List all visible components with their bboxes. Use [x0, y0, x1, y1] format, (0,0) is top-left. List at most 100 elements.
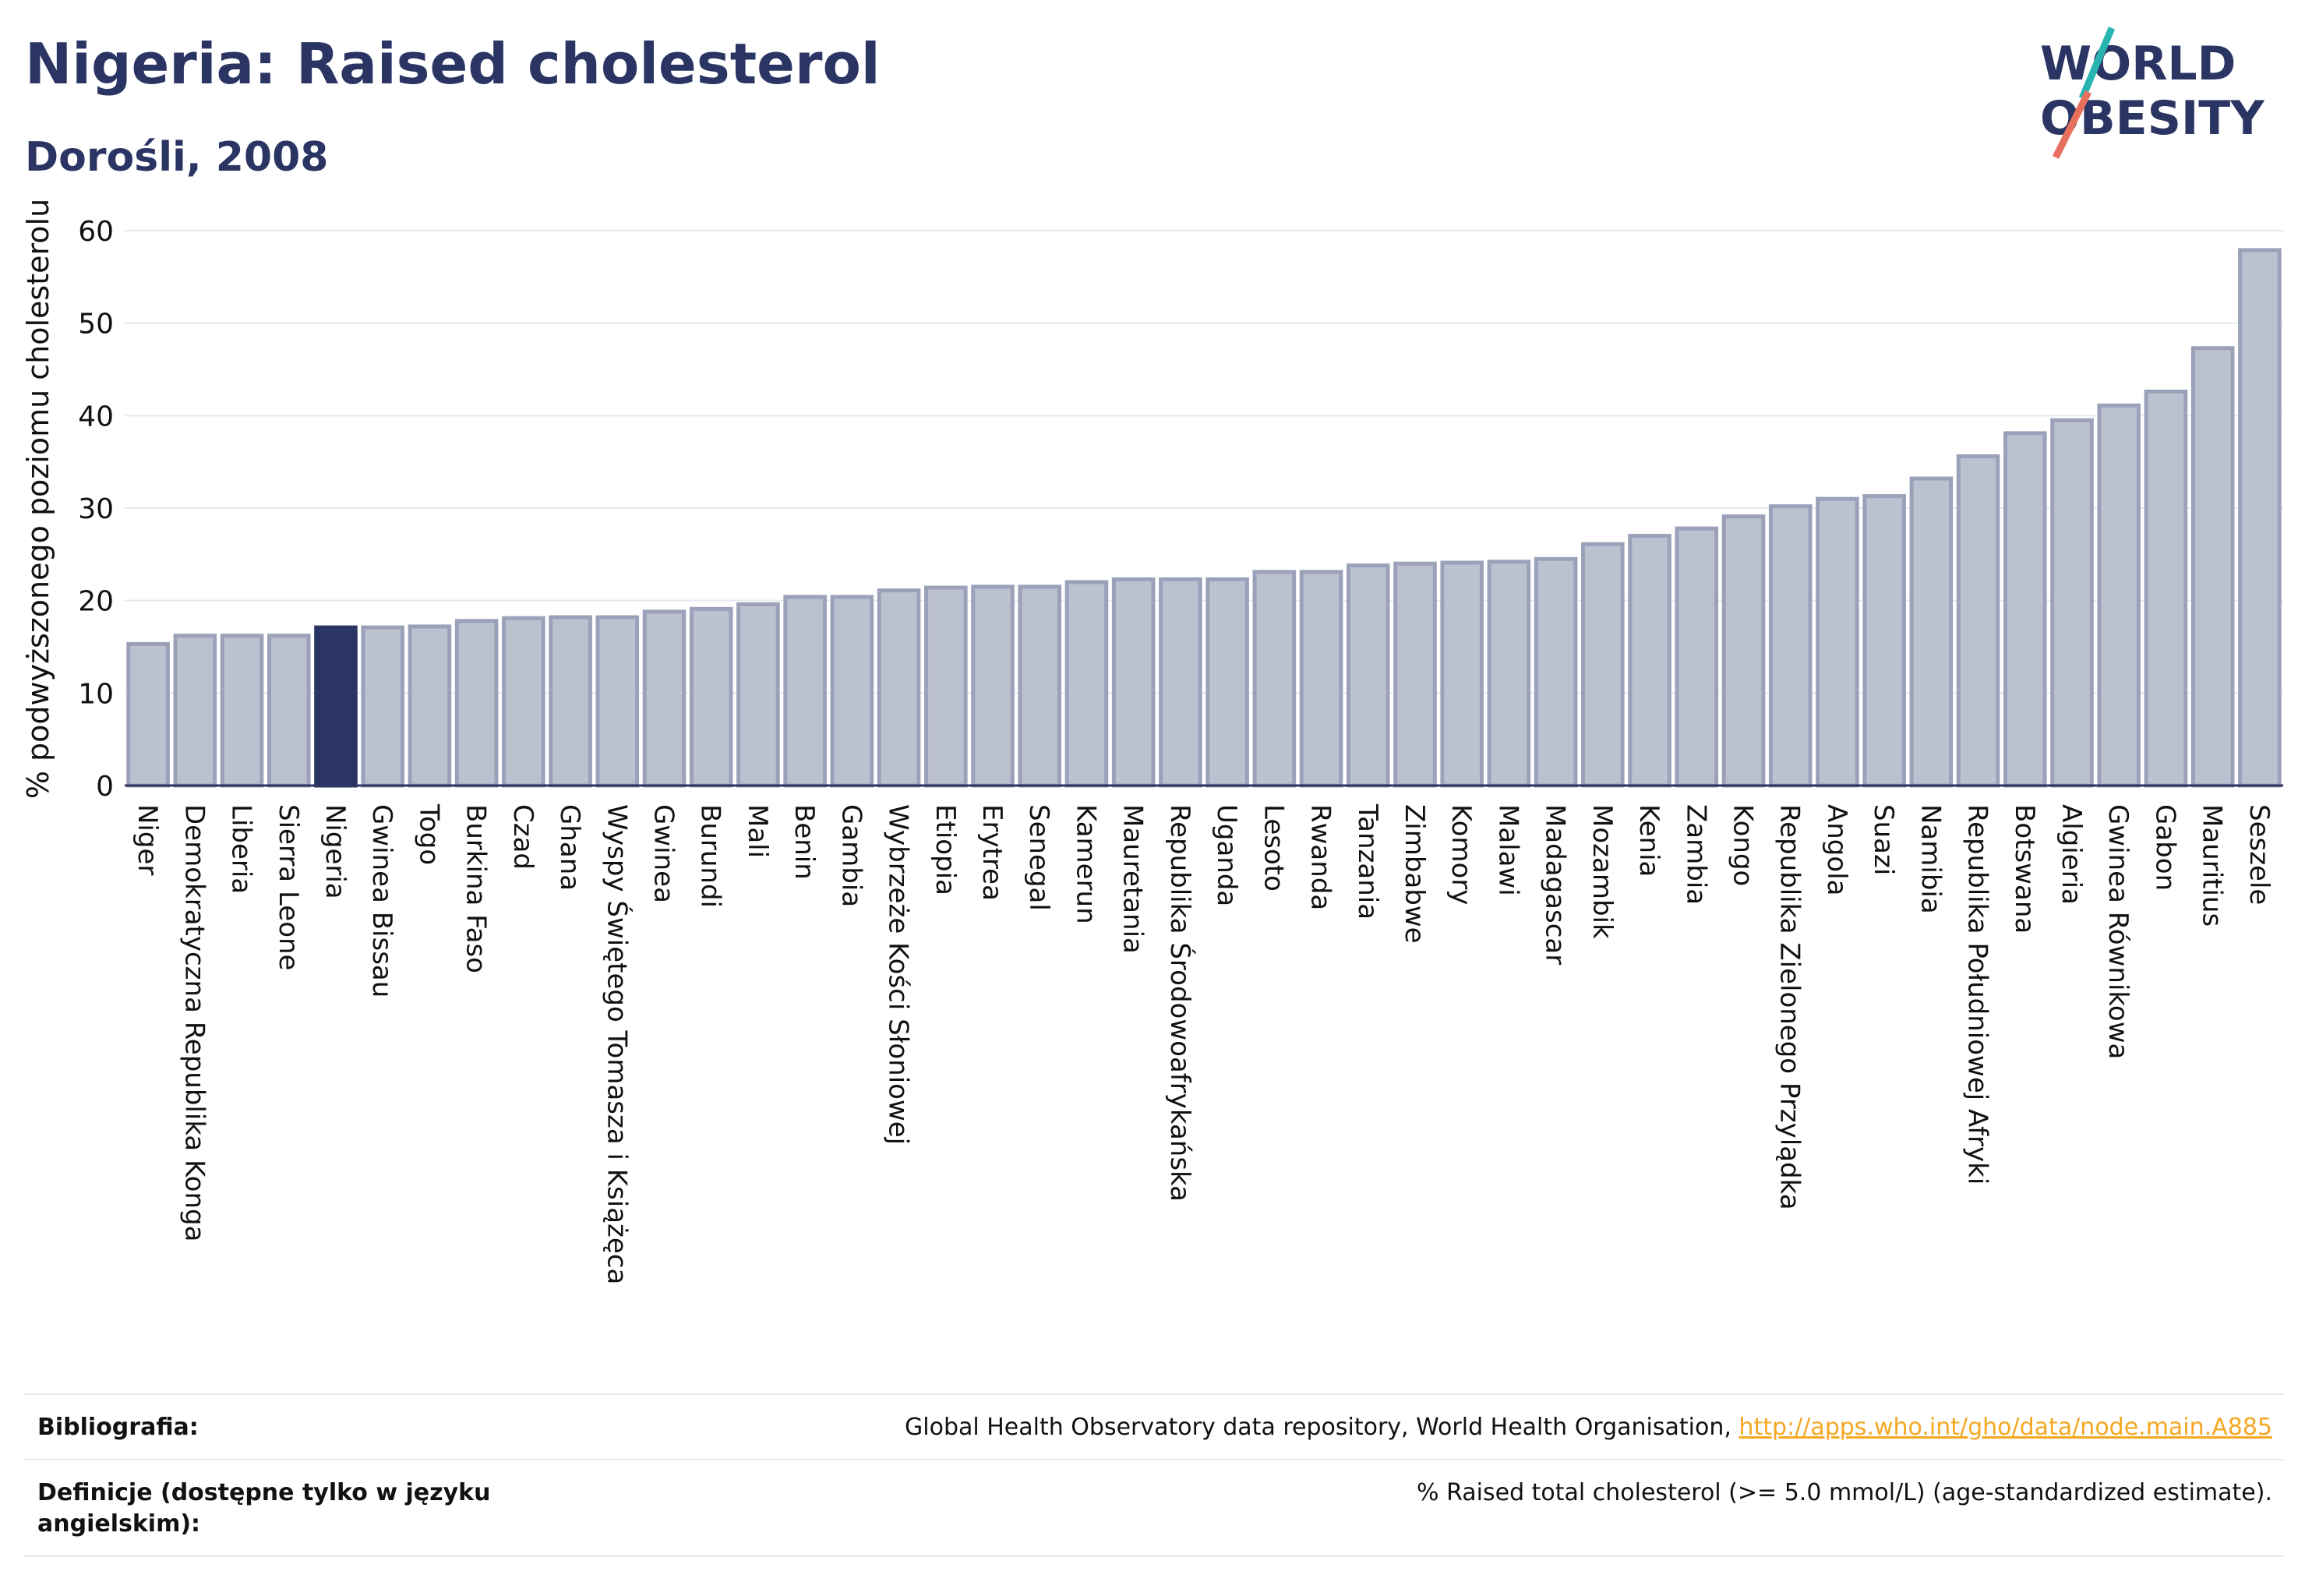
bar [2190, 346, 2235, 788]
y-tick-label: 10 [78, 678, 114, 710]
bar [173, 634, 217, 788]
bar [595, 615, 640, 788]
bar [2003, 431, 2047, 788]
y-tick-label: 20 [78, 586, 114, 618]
x-tick-label: Zimbabwe [1399, 804, 1430, 944]
bar [549, 615, 592, 788]
bar [689, 606, 733, 788]
bibliography-label: Bibliografia: [37, 1414, 199, 1441]
x-tick-label: Kongo [1728, 804, 1759, 886]
y-tick-label: 0 [96, 771, 114, 803]
axes: 0 10 20 30 40 50 60 Niger Demokratyczna Republik… [78, 216, 2283, 1284]
x-tick-label: Botswana [2009, 804, 2040, 934]
bar [1862, 494, 1906, 788]
world-obesity-logo: WORLD OBESITY [2034, 23, 2291, 164]
bar [1721, 514, 1766, 788]
x-tick-label: Gwinea [648, 804, 679, 903]
bar [126, 641, 170, 788]
logo-slash-teal [2078, 26, 2116, 100]
bar [1393, 561, 1437, 788]
x-tick-label: Wyspy Świętego Tomasza i Książęca [601, 804, 633, 1284]
bar [1534, 556, 1578, 788]
bar [1018, 584, 1062, 788]
bar [2144, 389, 2188, 788]
x-tick-label: Benin [789, 804, 820, 880]
bar [1440, 560, 1484, 788]
x-tick-label: Sierra Leone [273, 804, 304, 970]
footer-divider-middle [23, 1459, 2283, 1460]
x-tick-label: Liberia [226, 804, 257, 894]
x-tick-label: Namibia [1915, 804, 1946, 914]
bar [1768, 504, 1813, 788]
x-tick-label: Etiopia [930, 804, 961, 895]
x-tick-label: Angola [1821, 804, 1852, 895]
bar [2238, 248, 2282, 788]
footer-divider-bottom [23, 1555, 2283, 1557]
bar [1205, 577, 1249, 788]
x-tick-label: Senegal [1023, 804, 1054, 911]
bar [1816, 496, 1859, 788]
bar [1487, 560, 1531, 788]
bar [736, 602, 780, 788]
x-tick-label: Czad [507, 804, 538, 870]
definition-label: Definicje (dostępne tylko w języku angie… [37, 1479, 491, 1538]
x-tick-label: Erytrea [976, 804, 1008, 901]
y-tick-label: 60 [78, 216, 114, 248]
bar [1111, 577, 1156, 788]
x-tick-label: Demokratyczna Republika Konga [178, 804, 210, 1241]
x-tick-label: Malawi [1492, 804, 1523, 896]
x-tick-label: Niger [132, 804, 163, 875]
bar [924, 585, 968, 788]
x-tick-label: Ghana [554, 804, 585, 891]
logo-line1: WORLD [2040, 37, 2236, 91]
bar [454, 619, 499, 788]
bar-chart: 0 10 20 30 40 50 60 Niger Demokratyczna Republik… [21, 199, 2283, 1284]
x-tick-label: Rwanda [1305, 804, 1336, 910]
bibliography-value: Global Health Observatory data repositor… [905, 1412, 2272, 1443]
x-tick-label: Mali [742, 804, 773, 858]
y-tick-label: 40 [78, 401, 114, 433]
x-tick-label: Wybrzeże Kości Słoniowej [883, 804, 914, 1145]
x-tick-label: Republika Południowej Afryki [1962, 804, 1993, 1185]
chart-subtitle: Dorośli, 2008 [25, 134, 329, 181]
x-tick-label: Madagascar [1540, 804, 1571, 965]
x-tick-label: Republika Zielonego Przylądka [1774, 804, 1806, 1210]
definition-value: % Raised total cholesterol (>= 5.0 mmol/… [1417, 1479, 2272, 1506]
x-tick-label: Gambia [835, 804, 867, 907]
bar [1252, 570, 1297, 788]
x-tick-label: Kamerun [1070, 804, 1101, 924]
x-tick-label: Komory [1445, 804, 1477, 905]
bar [1628, 534, 1671, 788]
bar [2050, 418, 2094, 788]
x-tick-label: Mauritius [2197, 804, 2228, 927]
x-tick-label: Burundi [695, 804, 726, 908]
x-tick-label: Suazi [1868, 804, 1899, 875]
bars [126, 248, 2282, 788]
y-axis-label: % podwyższonego poziomu cholesterolu [21, 199, 55, 799]
x-tick-label: Mozambik [1587, 804, 1618, 939]
bar [642, 609, 687, 788]
bar-highlight [314, 625, 358, 788]
x-tick-label: Gwinea Bissau [366, 804, 397, 998]
bibliography-link[interactable]: http://apps.who.int/gho/data/node.main.A… [1738, 1414, 2272, 1441]
chart-title: Nigeria: Raised cholesterol [25, 31, 881, 97]
x-tick-label: Burkina Faso [461, 804, 492, 973]
y-tick-label: 30 [78, 493, 114, 525]
bar [1956, 454, 2000, 788]
x-tick-label: Algieria [2056, 804, 2087, 905]
bar [1159, 577, 1202, 788]
bar [1346, 563, 1390, 788]
bar [877, 588, 921, 788]
x-tick-label: Tanzania [1352, 803, 1383, 920]
x-tick-label: Kenia [1633, 804, 1664, 877]
x-tick-label: Nigeria [319, 804, 351, 899]
bar [361, 625, 404, 788]
x-tick-label: Uganda [1211, 804, 1242, 906]
bar [2097, 403, 2141, 788]
x-tick-label: Seszele [2243, 804, 2275, 905]
bar [408, 624, 452, 788]
x-tick-label: Togo [413, 803, 444, 865]
bar [830, 595, 874, 788]
logo-slash-coral [2052, 90, 2092, 160]
bar [220, 634, 264, 788]
